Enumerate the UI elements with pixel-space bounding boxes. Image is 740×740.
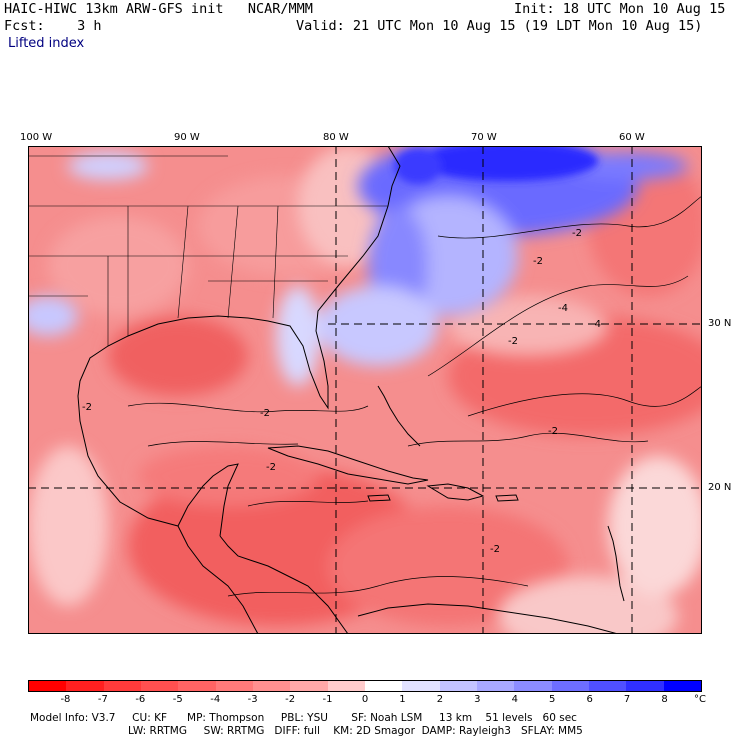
colorbar-swatch [663, 681, 701, 691]
lifted-index-map: -2 -2 -2 -2 -2 -2 -2 -4 -4 -2 [28, 146, 702, 634]
map-frame [28, 146, 702, 634]
colorbar-unit: °C [694, 694, 706, 705]
colorbar-tick-label: 5 [549, 694, 556, 705]
contour-label: -2 [572, 228, 582, 239]
colorbar-tick-label: 4 [511, 694, 518, 705]
lon-label-100w: 100 W [20, 132, 53, 143]
colorbar [28, 680, 702, 692]
contour-label: -4 [591, 319, 601, 330]
colorbar-swatch [327, 681, 365, 691]
colorbar-swatch [140, 681, 179, 691]
colorbar-swatch [66, 681, 104, 691]
colorbar-tick-label: 6 [586, 694, 593, 705]
colorbar-swatch [402, 681, 440, 691]
colorbar-tick-label: -2 [285, 694, 296, 705]
colorbar-swatch [551, 681, 589, 691]
colorbar-swatch [290, 681, 328, 691]
model-title: HAIC-HIWC 13km ARW-GFS init NCAR/MMM [4, 1, 313, 17]
unstable-regions [48, 156, 702, 626]
colorbar-tick-label: -8 [60, 694, 71, 705]
contour-lines [127, 195, 702, 597]
model-info-line2: LW: RRTMG SW: RRTMG DIFF: full KM: 2D Sm… [128, 725, 583, 737]
lon-label-60w: 60 W [619, 132, 645, 143]
contour-label: -2 [260, 408, 270, 419]
colorbar-tick-label: 7 [623, 694, 631, 705]
colorbar-tick-label: -1 [322, 694, 333, 705]
forecast-hour: Fcst: 3 h [4, 18, 102, 34]
colorbar-swatch [215, 681, 253, 691]
lat-label-20n: 20 N [708, 482, 732, 493]
model-info-line1: Model Info: V3.7 CU: KF MP: Thompson PBL… [30, 712, 577, 724]
colorbar-tick-label: 8 [661, 694, 668, 705]
colorbar-swatch [439, 681, 477, 691]
colorbar-tick-label: -5 [172, 694, 183, 705]
contour-label: -2 [508, 336, 518, 347]
colorbar-tick-label: 2 [436, 694, 444, 705]
lon-label-70w: 70 W [471, 132, 497, 143]
field-name: Lifted index [8, 36, 85, 51]
colorbar-swatch [103, 681, 141, 691]
contour-label: -4 [558, 303, 568, 314]
contour-label: -2 [548, 426, 558, 437]
colorbar-swatch [29, 681, 67, 691]
colorbar-tick-label: 1 [399, 694, 406, 705]
colorbar-swatch [514, 681, 552, 691]
coastlines [77, 146, 625, 634]
colorbar-tick-label: -6 [135, 694, 146, 705]
latlon-grid [28, 146, 702, 634]
colorbar-swatch [588, 681, 627, 691]
state-borders [28, 155, 388, 346]
colorbar-swatch [178, 681, 216, 691]
valid-time: Valid: 21 UTC Mon 10 Aug 15 (19 LDT Mon … [296, 18, 703, 34]
lat-label-30n: 30 N [708, 318, 732, 329]
contour-label: -2 [533, 256, 543, 267]
colorbar-tick-label: -3 [247, 694, 258, 705]
colorbar-swatch [476, 681, 515, 691]
contour-label: -2 [266, 462, 276, 473]
colorbar-tick-label: 0 [361, 694, 369, 705]
colorbar-tick-label: 3 [474, 694, 481, 705]
colorbar-tick-label: -4 [210, 694, 221, 705]
colorbar-tick-label: -7 [97, 694, 108, 705]
colorbar-swatch [252, 681, 291, 691]
lon-label-90w: 90 W [174, 132, 200, 143]
contour-label: -2 [82, 402, 92, 413]
init-time: Init: 18 UTC Mon 10 Aug 15 [514, 1, 726, 17]
colorbar-swatch [364, 681, 403, 691]
stable-core [394, 146, 598, 184]
contour-label-group: -2 -2 -2 -2 -2 -2 -2 -4 -4 -2 [82, 228, 601, 555]
contour-label: -2 [490, 544, 500, 555]
lon-label-80w: 80 W [323, 132, 349, 143]
colorbar-swatch [626, 681, 664, 691]
